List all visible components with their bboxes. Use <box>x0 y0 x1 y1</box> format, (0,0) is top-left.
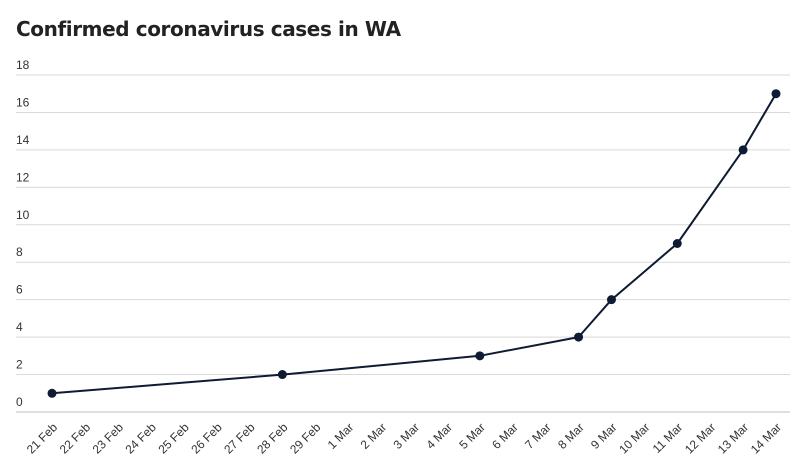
y-tick-label: 8 <box>16 245 23 259</box>
y-axis-ticks: 0 2 4 6 8 10 12 14 16 18 <box>16 58 30 409</box>
data-point <box>277 370 287 380</box>
data-point <box>771 89 781 99</box>
x-tick-label: 28 Feb <box>254 420 291 457</box>
x-tick-label: 22 Feb <box>57 420 94 457</box>
x-tick-label: 11 Mar <box>650 420 686 456</box>
x-tick-label: 24 Feb <box>123 420 160 457</box>
x-tick-label: 21 Feb <box>24 420 61 457</box>
y-tick-label: 0 <box>16 395 23 409</box>
data-point <box>738 145 748 155</box>
x-tick-label: 9 Mar <box>588 420 620 452</box>
x-tick-label: 25 Feb <box>155 420 192 457</box>
y-tick-label: 4 <box>16 320 23 334</box>
x-tick-label: 6 Mar <box>489 420 521 452</box>
x-tick-label: 26 Feb <box>188 420 225 457</box>
data-point <box>475 351 485 361</box>
y-tick-label: 16 <box>16 95 30 109</box>
x-tick-label: 27 Feb <box>221 420 258 457</box>
series-line <box>51 93 777 395</box>
x-tick-label: 1 Mar <box>325 420 357 452</box>
x-tick-label: 7 Mar <box>522 420 554 452</box>
x-tick-label: 2 Mar <box>358 420 390 452</box>
x-tick-label: 5 Mar <box>456 420 488 452</box>
x-tick-label: 13 Mar <box>715 420 751 456</box>
y-tick-label: 10 <box>16 208 30 222</box>
data-point <box>47 388 57 398</box>
x-tick-label: 23 Feb <box>90 420 127 457</box>
x-tick-label: 8 Mar <box>555 420 587 452</box>
data-point <box>606 295 616 305</box>
y-tick-label: 6 <box>16 283 23 297</box>
x-tick-label: 12 Mar <box>682 420 718 456</box>
x-tick-label: 29 Feb <box>287 420 324 457</box>
grid-layer <box>16 74 790 413</box>
y-tick-label: 12 <box>16 170 30 184</box>
x-tick-label: 10 Mar <box>616 420 652 456</box>
x-tick-label: 4 Mar <box>423 420 455 452</box>
data-point <box>672 239 682 248</box>
y-tick-label: 14 <box>16 133 30 147</box>
chart-title: Confirmed coronavirus cases in WA <box>16 17 401 41</box>
x-tick-label: 3 Mar <box>391 420 423 452</box>
y-tick-label: 2 <box>16 358 23 372</box>
series-layer <box>47 89 781 398</box>
y-tick-label: 18 <box>16 58 30 72</box>
data-point <box>574 332 584 342</box>
x-tick-label: 14 Mar <box>748 420 784 456</box>
